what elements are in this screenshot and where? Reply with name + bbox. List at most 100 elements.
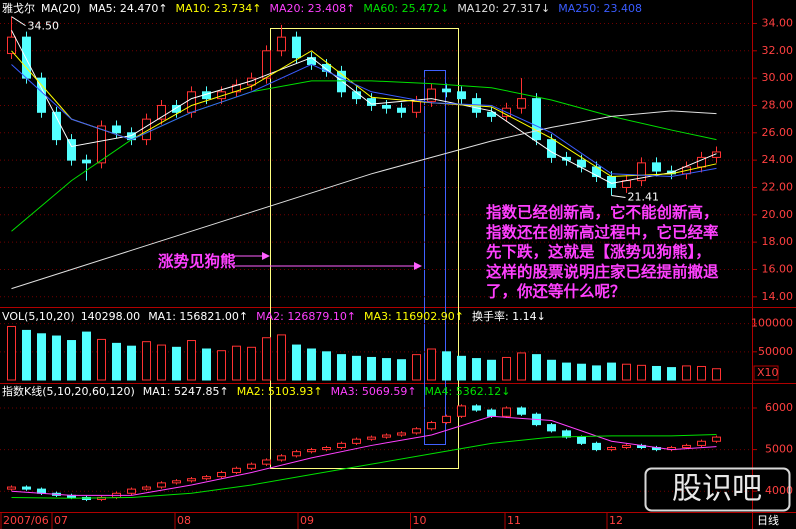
panel-subtitle: 140298.00 xyxy=(81,310,141,323)
panel-header: VOL(5,10,20) 140298.00 MA1: 156821.00↑ MA2:… xyxy=(2,309,546,323)
x-tick-label: 2007/06 xyxy=(3,514,49,527)
volume-bar xyxy=(22,329,31,381)
annotation: 先下跌，这就是【涨势见狗熊】， xyxy=(486,242,711,261)
candle-body xyxy=(202,476,211,480)
volume-bar xyxy=(382,358,391,381)
x-tick-label: 08 xyxy=(177,514,191,527)
high-pointer xyxy=(11,16,26,27)
x-tick-label: 09 xyxy=(300,514,314,527)
volume-bar xyxy=(97,338,106,381)
candle-body xyxy=(397,432,406,436)
volume-bar xyxy=(37,333,46,381)
candle-body xyxy=(172,104,181,113)
ma-line xyxy=(11,50,717,178)
volume-bar xyxy=(607,362,616,381)
ma-line xyxy=(11,30,717,184)
y-tick-label: 22.00 xyxy=(762,180,794,193)
ma-line xyxy=(11,434,717,499)
volume-bar xyxy=(712,368,721,381)
candle-body xyxy=(607,447,616,451)
ma-line xyxy=(11,110,717,290)
candle-body xyxy=(397,107,406,113)
volume-bar xyxy=(577,363,586,381)
panel-title: 雅戈尔 xyxy=(2,1,35,15)
candle-body xyxy=(532,98,541,141)
candle-body xyxy=(457,405,466,417)
candle-body xyxy=(112,125,121,134)
candle-body xyxy=(652,162,661,172)
y-tick-label: 14.00 xyxy=(762,290,794,303)
volume-bar xyxy=(247,346,256,381)
legend-entry: MA120: 27.317↓ xyxy=(457,2,550,15)
candle-body xyxy=(217,471,226,478)
candle-body xyxy=(547,139,556,158)
candle-body xyxy=(382,434,391,438)
panel-title: 指数K线(5,10,20,60,120) xyxy=(2,384,135,398)
volume-bar xyxy=(112,342,121,381)
volume-bar xyxy=(397,359,406,381)
volume-bar xyxy=(292,344,301,381)
candle-body xyxy=(232,467,241,473)
legend-entry: MA2: 5103.93↑ xyxy=(237,385,323,398)
volume-bar xyxy=(67,340,76,381)
y-tick-label: 4000 xyxy=(765,484,793,497)
candle-body xyxy=(637,162,646,182)
volume-bar xyxy=(487,359,496,381)
candle-body xyxy=(367,436,376,440)
panel-subtitle: MA(20) xyxy=(41,2,81,15)
candle-body xyxy=(157,482,166,488)
y-tick-label: 32.00 xyxy=(762,44,794,57)
volume-bar xyxy=(592,365,601,381)
candle-body xyxy=(82,159,91,164)
candle-body xyxy=(697,440,706,446)
volume-bar xyxy=(277,334,286,381)
candle-body xyxy=(592,442,601,451)
y-tick-label: 26.00 xyxy=(762,126,794,139)
volume-bar xyxy=(157,344,166,381)
legend-entry: MA250: 23.408 xyxy=(558,2,642,15)
y-tick-label: 24.00 xyxy=(762,153,794,166)
arrow-head xyxy=(262,252,270,260)
high-label: 34.50 xyxy=(28,20,60,33)
candle-body xyxy=(577,436,586,444)
candle-body xyxy=(187,91,196,113)
candle-body xyxy=(427,88,436,102)
legend-entry: MA3: 116902.90↑ xyxy=(364,310,464,323)
x-tick-label: 12 xyxy=(609,514,623,527)
volume-bar xyxy=(652,365,661,381)
y-tick-label: 100000 xyxy=(751,317,793,330)
y-tick-label: 30.00 xyxy=(762,71,794,84)
y-tick-label: 6000 xyxy=(765,401,793,414)
candle-body xyxy=(487,409,496,417)
legend-entry: MA5: 24.470↑ xyxy=(89,2,168,15)
legend-entry: MA10: 23.734↑ xyxy=(176,2,262,15)
volume-bar xyxy=(142,341,151,381)
candle-body xyxy=(442,415,451,424)
volume-bar xyxy=(622,363,631,381)
candle-body xyxy=(487,111,496,117)
candle-body xyxy=(577,159,586,168)
volume-bar xyxy=(517,352,526,381)
candle-body xyxy=(22,486,31,490)
candle-body xyxy=(622,180,631,188)
candle-body xyxy=(562,430,571,438)
y-tick-label: 20.00 xyxy=(762,208,794,221)
legend-entry: MA3: 5069.59↑ xyxy=(331,385,417,398)
volume-bar xyxy=(427,348,436,381)
candle-body xyxy=(352,438,361,444)
annotation: 这样的股票说明庄家已经提前撤退 xyxy=(486,262,719,281)
legend-entry: MA2: 126879.10↑ xyxy=(256,310,356,323)
volume-bar xyxy=(562,362,571,381)
candle-body xyxy=(277,36,286,52)
volume-bar xyxy=(412,354,421,381)
candle-body xyxy=(712,436,721,442)
volume-bar xyxy=(547,359,556,381)
volume-bar xyxy=(502,356,511,381)
candle-body xyxy=(292,36,301,59)
volume-bar xyxy=(52,335,61,381)
panel-header: 雅戈尔 MA(20) MA5: 24.470↑ MA10: 23.734↑ MA20: … xyxy=(2,1,642,15)
